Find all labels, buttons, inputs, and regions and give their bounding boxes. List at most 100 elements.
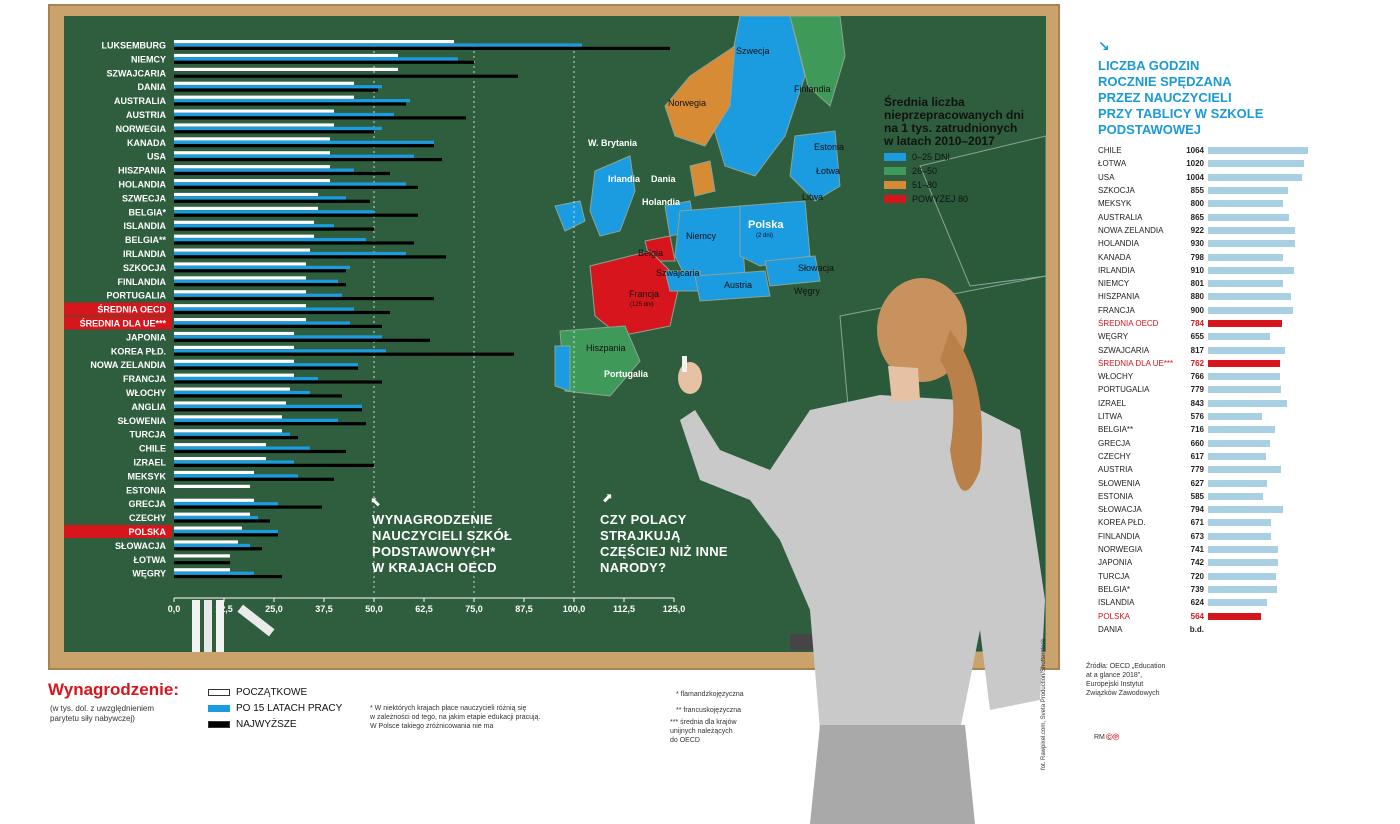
hours-row-value: 1020	[1186, 159, 1204, 169]
hours-row-value: 930	[1190, 239, 1204, 249]
hours-row-name: NOWA ZELANDIA	[1098, 225, 1164, 235]
category-label: HISZPANIA	[118, 166, 166, 176]
x-tick-label: 37,5	[315, 604, 333, 614]
bar-after15	[174, 418, 338, 422]
hours-row-name: KOREA PŁD.	[1098, 518, 1146, 528]
bar-legend: POCZĄTKOWE PO 15 LATACH PRACY NAJWYŻSZE	[208, 684, 342, 732]
bar-initial	[174, 401, 286, 405]
bar-after15	[174, 99, 410, 103]
map-france	[589, 250, 681, 337]
bar-after15	[174, 140, 434, 144]
bar-max	[174, 241, 414, 245]
hours-bar	[1208, 147, 1309, 155]
map-slovakia	[764, 255, 821, 287]
bar-after15	[174, 529, 278, 534]
category-label: AUSTRIA	[126, 110, 166, 120]
hours-bar	[1208, 213, 1290, 221]
hours-row-name: IZRAEL	[1098, 398, 1127, 408]
x-tick-label: 125,0	[663, 604, 686, 614]
hours-row: HOLANDIA 930	[1098, 237, 1328, 250]
hours-bar	[1208, 253, 1283, 261]
map-legend-label: 51–80	[912, 180, 938, 190]
hours-row: HISZPANIA 880	[1098, 290, 1328, 303]
hours-bar	[1208, 612, 1262, 620]
map-label-france-days: (125 dni)	[630, 302, 654, 308]
hours-row-value: 798	[1190, 252, 1204, 262]
hours-row: SZWAJCARIA 817	[1098, 343, 1328, 356]
map-legend-label: POWYŻEJ 80	[912, 194, 969, 204]
footnote-flemish: * flamandzkojęzyczna	[676, 691, 744, 698]
map-baltics	[789, 130, 841, 202]
bar-after15	[174, 571, 254, 575]
hours-row: BELGIA** 716	[1098, 423, 1328, 436]
bar-initial	[174, 387, 290, 391]
hours-row-value: 1004	[1186, 172, 1204, 182]
hours-row-name: HOLANDIA	[1098, 239, 1139, 249]
publisher-logo: RM	[1094, 734, 1105, 741]
hours-row: CZECHY 617	[1098, 450, 1328, 463]
hours-row: WŁOCHY 766	[1098, 370, 1328, 383]
hours-row-value: 627	[1190, 478, 1204, 488]
hours-row: NOWA ZELANDIA 922	[1098, 224, 1328, 237]
hours-row: ŚREDNIA OECD 784	[1098, 317, 1328, 330]
bar-max	[174, 102, 406, 106]
hours-row-value: 922	[1190, 225, 1204, 235]
map-label-lithuania: Litwa	[802, 192, 824, 202]
bar-initial	[174, 81, 354, 85]
category-label: BELGIA*	[128, 207, 166, 217]
map-legend-item: 26–50	[884, 166, 1044, 176]
map-legend-swatch	[884, 181, 906, 189]
bar-max	[174, 88, 378, 92]
hours-row: PORTUGALIA 779	[1098, 383, 1328, 396]
x-tick-label: 100,0	[563, 604, 586, 614]
hours-row-name: SZWAJCARIA	[1098, 345, 1150, 355]
hours-row: CHILE 1064	[1098, 144, 1328, 157]
bar-after15	[174, 238, 366, 242]
category-label: WŁOCHY	[126, 388, 166, 398]
legend-label: POCZĄTKOWE	[236, 686, 308, 698]
x-tick-label: 12,5	[215, 604, 233, 614]
bar-after15	[174, 279, 338, 283]
bar-max	[174, 519, 270, 523]
hours-bar	[1208, 479, 1267, 487]
bar-initial	[174, 109, 334, 113]
chalk-stick	[204, 600, 212, 652]
category-label: ŚREDNIA OECD	[97, 304, 166, 315]
hours-bar	[1208, 280, 1284, 288]
map-label-ireland: Irlandia	[608, 174, 641, 184]
bar-after15	[174, 293, 342, 297]
bar-after15	[174, 43, 582, 47]
category-label: FINLANDIA	[118, 277, 167, 287]
map-denmark	[689, 160, 716, 197]
map-uk	[589, 155, 636, 237]
map-ireland	[554, 200, 586, 232]
map-legend-swatch	[884, 153, 906, 161]
hours-row: IRLANDIA 910	[1098, 264, 1328, 277]
bar-initial	[174, 137, 330, 141]
hours-bar	[1208, 585, 1278, 593]
hours-bar	[1208, 452, 1266, 460]
hours-row-value: 741	[1190, 545, 1204, 555]
category-label: CZECHY	[129, 513, 166, 523]
category-label: NIEMCY	[131, 54, 166, 64]
hours-bar	[1208, 226, 1295, 234]
hours-bar	[1208, 240, 1296, 248]
map-label-germany: Niemcy	[686, 231, 717, 241]
bar-max	[174, 213, 418, 217]
hours-bar	[1208, 386, 1282, 394]
hours-row-value: 660	[1190, 438, 1204, 448]
category-label: DANIA	[138, 82, 167, 92]
legend-item: POCZĄTKOWE	[208, 684, 342, 700]
hours-row-value: 716	[1190, 425, 1204, 435]
legend-item: PO 15 LATACH PRACY	[208, 700, 342, 716]
x-tick-label: 75,0	[465, 604, 483, 614]
bar-initial	[174, 304, 306, 308]
bar-after15	[174, 168, 354, 172]
hours-row: ŚREDNIA DLA UE*** 762	[1098, 357, 1328, 370]
hours-row: KANADA 798	[1098, 250, 1328, 263]
bar-initial	[174, 512, 250, 516]
bar-max	[174, 74, 518, 78]
hours-row: ŁOTWA 1020	[1098, 157, 1328, 170]
chalk-stick	[192, 600, 200, 652]
x-tick-label: 62,5	[415, 604, 433, 614]
